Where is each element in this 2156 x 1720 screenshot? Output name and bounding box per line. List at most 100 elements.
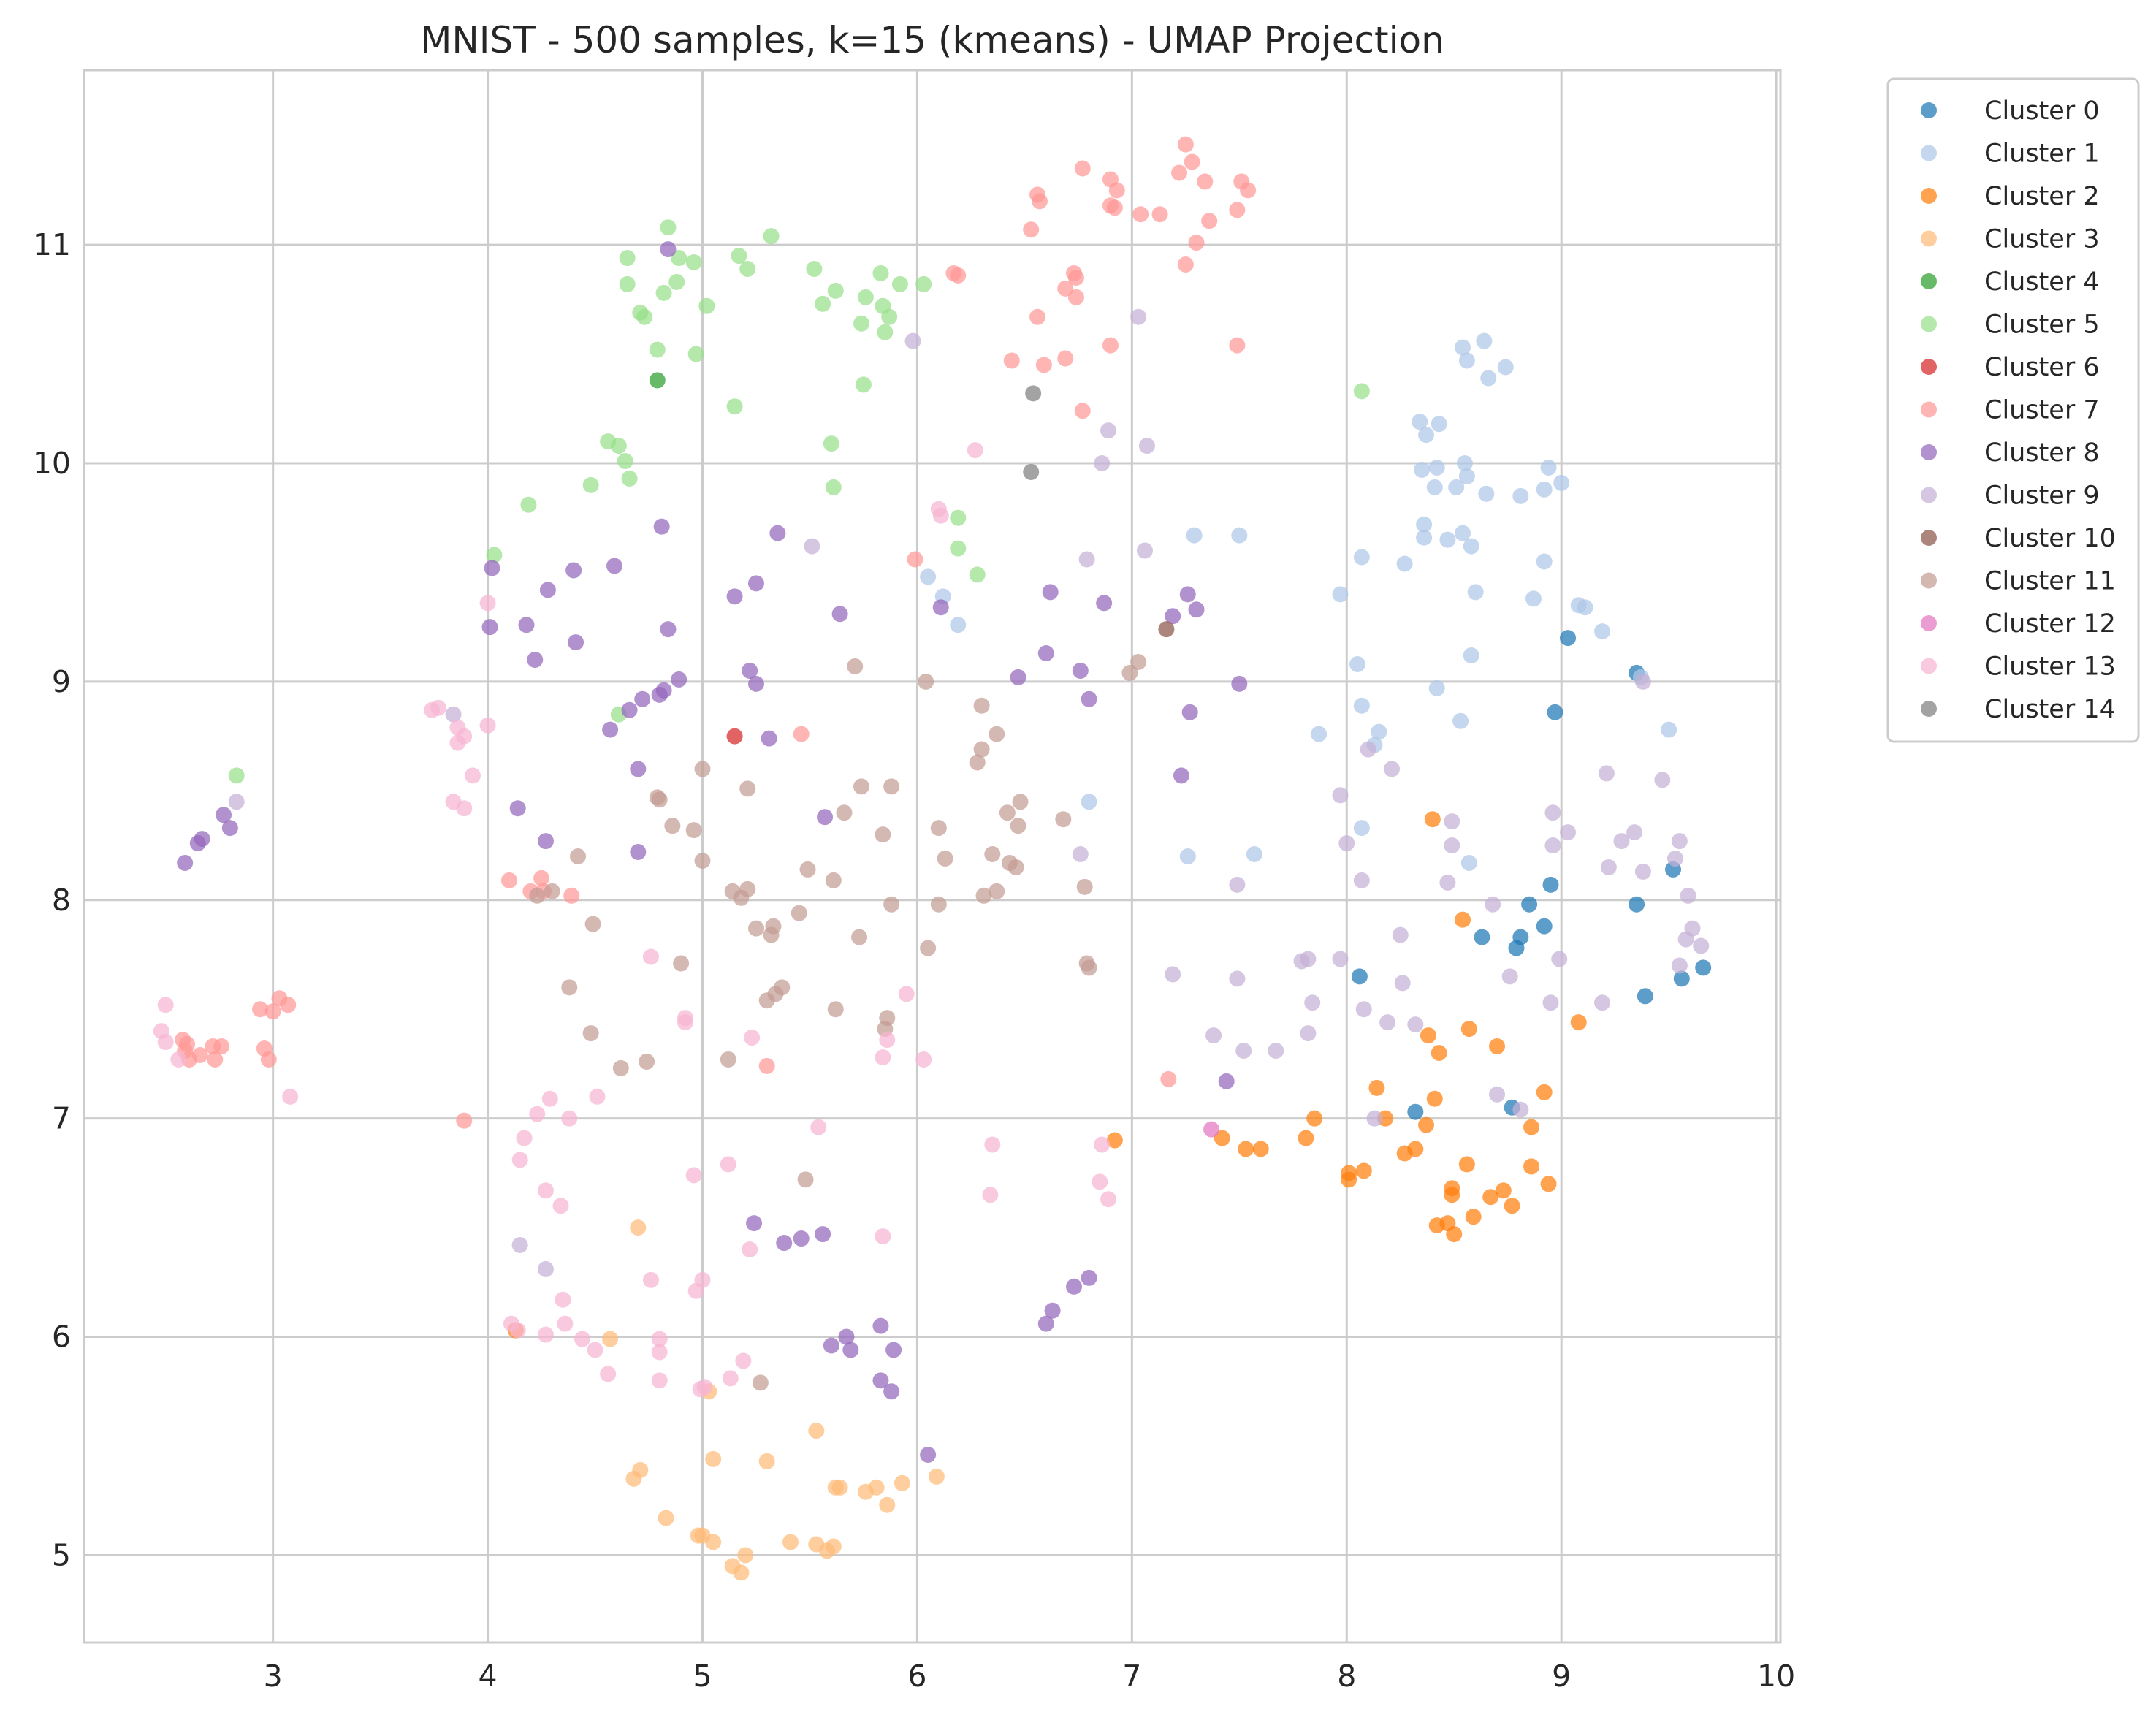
data-point xyxy=(456,800,473,817)
data-point xyxy=(1353,820,1370,837)
data-point xyxy=(831,606,848,623)
data-point xyxy=(1300,1025,1317,1042)
legend-marker xyxy=(1921,572,1937,589)
data-point xyxy=(726,728,743,745)
data-point xyxy=(1158,621,1175,638)
legend-label: Cluster 7 xyxy=(1984,396,2100,425)
y-tick-label: 10 xyxy=(33,446,71,481)
data-point xyxy=(1547,704,1563,720)
data-point xyxy=(582,476,599,493)
data-point xyxy=(705,1534,722,1550)
data-point xyxy=(875,826,891,843)
data-point xyxy=(1416,529,1433,546)
y-tick-label: 9 xyxy=(52,664,71,699)
data-point xyxy=(1300,951,1317,967)
data-point xyxy=(872,1372,889,1389)
data-point xyxy=(950,617,967,633)
x-tick-label: 5 xyxy=(693,1659,712,1694)
data-point xyxy=(1151,206,1168,223)
series-cluster-13 xyxy=(153,442,1117,1398)
data-point xyxy=(705,1450,722,1467)
data-point xyxy=(1165,608,1181,625)
data-point xyxy=(799,861,816,878)
data-point xyxy=(1560,824,1577,841)
series-cluster-12 xyxy=(1203,1121,1220,1138)
data-point xyxy=(1460,854,1477,871)
data-point xyxy=(1629,896,1645,913)
data-point xyxy=(687,346,704,362)
data-point xyxy=(1031,193,1048,210)
data-point xyxy=(1366,1110,1383,1127)
data-point xyxy=(1197,173,1214,190)
data-point xyxy=(216,807,232,823)
data-point xyxy=(687,1282,704,1299)
data-point xyxy=(1138,438,1155,454)
data-point xyxy=(561,979,578,996)
data-point xyxy=(1458,1156,1475,1173)
legend-label: Cluster 0 xyxy=(1984,96,2100,126)
data-point xyxy=(486,547,503,563)
data-point xyxy=(825,872,842,888)
data-point xyxy=(761,730,777,747)
data-point xyxy=(157,997,174,1013)
data-point xyxy=(1379,1014,1396,1031)
data-point xyxy=(529,1106,546,1122)
data-point xyxy=(511,1152,528,1168)
data-point xyxy=(885,1342,902,1358)
data-point xyxy=(1029,308,1046,325)
data-point xyxy=(1540,1176,1557,1192)
data-point xyxy=(1368,1079,1385,1096)
data-point xyxy=(720,1156,736,1173)
data-point xyxy=(879,1496,896,1513)
data-point xyxy=(855,376,872,393)
plot-area-frame xyxy=(83,69,1782,1644)
data-point xyxy=(1637,988,1653,1005)
data-point xyxy=(565,562,582,579)
legend-label: Cluster 10 xyxy=(1984,524,2116,553)
data-point xyxy=(1353,697,1370,714)
data-point xyxy=(602,1331,619,1347)
data-point xyxy=(1252,1141,1269,1157)
data-point xyxy=(722,1370,739,1387)
data-point xyxy=(1067,269,1084,286)
data-point xyxy=(1025,385,1042,402)
data-point xyxy=(1298,1130,1314,1146)
data-point xyxy=(481,619,498,636)
data-point xyxy=(1512,487,1529,504)
data-point xyxy=(264,1003,281,1020)
data-point xyxy=(189,835,206,852)
data-point xyxy=(1407,1016,1424,1033)
legend-label: Cluster 11 xyxy=(1984,567,2116,596)
data-point xyxy=(1444,813,1460,830)
data-point xyxy=(842,1342,859,1358)
data-point xyxy=(157,1034,174,1051)
data-point xyxy=(1418,427,1435,444)
data-point xyxy=(735,1352,752,1369)
data-point xyxy=(1188,601,1205,618)
legend-marker xyxy=(1921,145,1937,161)
data-point xyxy=(1431,1045,1447,1061)
data-point xyxy=(1240,182,1257,199)
data-point xyxy=(527,652,544,668)
data-point xyxy=(823,435,839,452)
data-point xyxy=(658,1510,674,1526)
grid-lines xyxy=(84,70,1780,1643)
data-point xyxy=(1179,586,1196,603)
data-point xyxy=(1551,951,1568,967)
data-point xyxy=(529,887,546,904)
data-point xyxy=(742,662,758,679)
data-point xyxy=(1081,1269,1097,1286)
data-point xyxy=(857,289,874,305)
data-point xyxy=(932,599,949,616)
data-point xyxy=(677,1010,693,1027)
data-point xyxy=(1044,1302,1061,1319)
data-point xyxy=(881,308,898,325)
data-point xyxy=(973,697,990,714)
data-point xyxy=(1523,1119,1540,1135)
data-point xyxy=(1613,833,1630,850)
data-point xyxy=(827,1001,844,1018)
data-point xyxy=(797,1171,814,1188)
data-point xyxy=(456,1112,473,1129)
data-point xyxy=(685,1167,702,1184)
x-tick-label: 6 xyxy=(907,1659,926,1694)
